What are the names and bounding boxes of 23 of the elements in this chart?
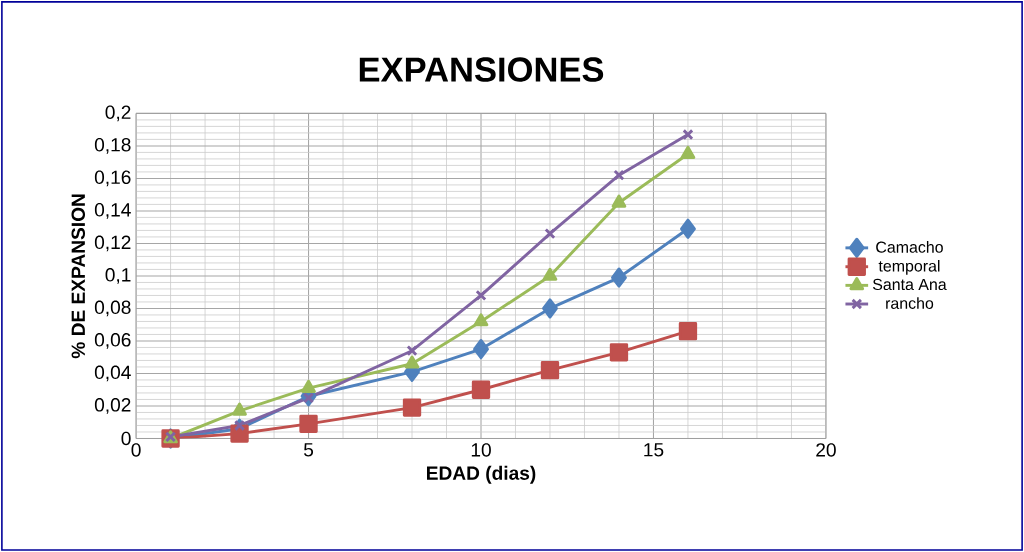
y-tick-label: 0,12: [94, 235, 131, 252]
x-tick-label: 0: [131, 443, 141, 457]
chart-title: EXPANSIONES: [359, 57, 604, 82]
y-tick-label: 0,04: [94, 365, 131, 382]
x-tick-label: 20: [816, 443, 836, 457]
legend-label: Santa Ana: [872, 278, 947, 291]
y-tick-label: 0,14: [94, 203, 131, 219]
y-tick-label: 0: [121, 431, 131, 446]
legend-label: Camacho: [876, 241, 943, 253]
legend-label: rancho: [886, 297, 934, 309]
y-axis-title: % DE EXPANSION: [71, 194, 86, 359]
y-tick-label: 0,18: [94, 138, 131, 154]
y-tick-label: 0,08: [94, 300, 131, 317]
y-tick-label: 0,1: [105, 268, 131, 284]
x-axis-title: EDAD (dias): [427, 465, 536, 484]
y-tick-label: 0,02: [94, 398, 131, 414]
x-tick-label: 5: [304, 443, 314, 457]
y-tick-label: 0,16: [94, 170, 131, 187]
y-tick-label: 0,2: [105, 105, 131, 122]
legend-label: temporal: [878, 260, 940, 275]
x-tick-label: 15: [644, 443, 664, 457]
x-tick-label: 10: [471, 443, 491, 457]
y-tick-label: 0,06: [94, 333, 131, 349]
